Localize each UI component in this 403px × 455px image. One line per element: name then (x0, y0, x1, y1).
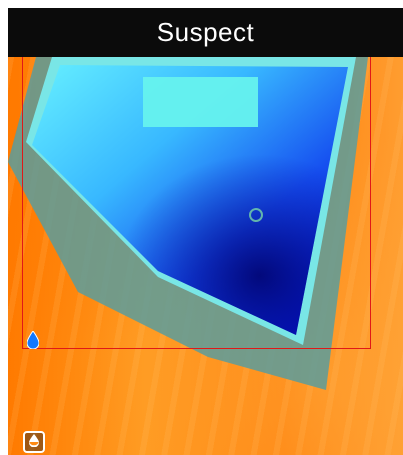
center-spot-marker (249, 208, 263, 222)
thermal-viewer: Suspect (8, 8, 403, 455)
masked-region (143, 77, 258, 127)
moisture-mode-button[interactable] (23, 431, 45, 453)
screen-title: Suspect (156, 17, 255, 47)
deep-cold-core (32, 65, 348, 335)
measurement-frame (22, 57, 371, 349)
title-bar: Suspect (8, 8, 403, 57)
cold-spot-shape (8, 57, 368, 390)
moisture-mode-icon (27, 433, 41, 452)
water-drop-icon (26, 330, 40, 350)
thermal-image (8, 57, 403, 455)
